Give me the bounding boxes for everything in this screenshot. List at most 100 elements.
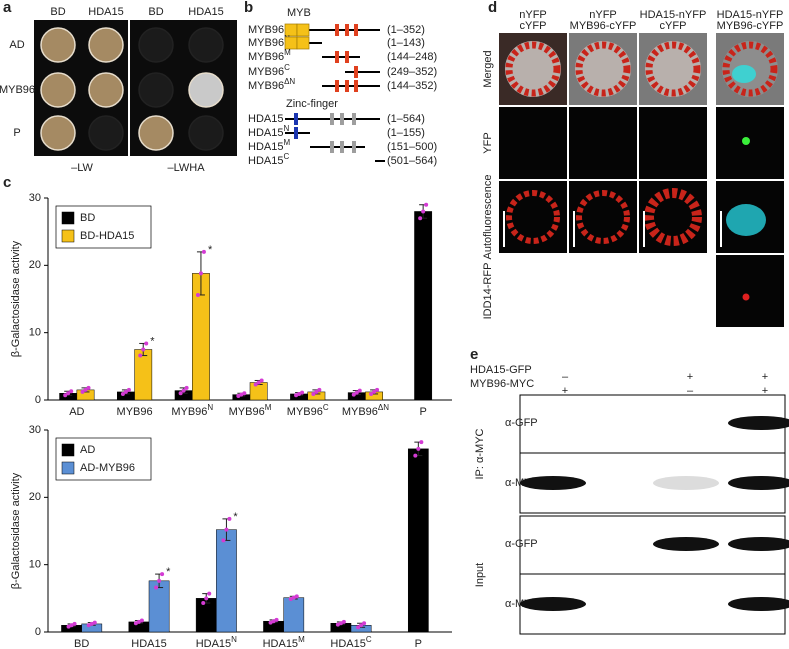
replicate-dot [144, 341, 149, 346]
column-label: MYB96-cYFP [717, 20, 784, 32]
replicate-dot [421, 209, 426, 214]
replicate-dot [268, 620, 273, 625]
domain-label: MYB [287, 7, 311, 19]
x-tick-label: MYB96C [287, 403, 329, 418]
construct-name-sup: C [284, 63, 290, 72]
condition-label: MYB96-MYC [470, 378, 534, 390]
section-label: Input [474, 563, 486, 587]
replicate-dot [311, 391, 316, 396]
x-tick-label: MYB96M [229, 403, 272, 418]
construct-name-sup: M [284, 48, 291, 57]
row-label: IDD14-RFP [482, 263, 494, 320]
x-tick-label-base: MYB96 [287, 406, 323, 418]
replicate-dot [198, 271, 203, 276]
replicate-dot [338, 621, 343, 626]
legend-label: AD [80, 444, 95, 456]
legend-swatch [61, 443, 75, 457]
row-label: MYB96 [0, 84, 35, 96]
column-label: BD [148, 6, 163, 18]
replicate-dot [160, 572, 165, 577]
panel-label: e [470, 346, 478, 363]
construct-range: (1–155) [387, 127, 425, 139]
construct-name: MYB96C [248, 63, 290, 78]
domain-mark [354, 24, 358, 36]
y-axis-label: β-Galactosidase activity [10, 472, 22, 589]
blot-frame [519, 394, 786, 514]
replicate-dot [300, 390, 305, 395]
x-tick-label-base: MYB96 [342, 406, 378, 418]
replicate-dot [63, 393, 68, 398]
construct-range: (249–352) [387, 66, 437, 78]
construct-name: HDA15N [248, 124, 289, 139]
significance-mark: * [208, 244, 213, 256]
rfp-signal [742, 293, 750, 301]
legend-label: AD-MYB96 [80, 462, 135, 474]
bar [134, 349, 153, 401]
blot-band [520, 597, 586, 611]
x-tick-label-base: HDA15 [131, 638, 166, 649]
replicate-dot [372, 389, 377, 394]
domain-mark [345, 80, 349, 92]
blot-band [728, 537, 789, 551]
cell [505, 41, 561, 97]
condition-sign: + [762, 371, 768, 383]
construct-name-base: MYB96 [248, 80, 284, 92]
y-tick-label: 20 [29, 491, 41, 503]
domain-mark [335, 24, 339, 36]
condition-sign: + [687, 371, 693, 383]
domain-mark [330, 141, 334, 153]
construct-range: (1–564) [387, 113, 425, 125]
condition-label: HDA15-GFP [470, 364, 532, 376]
x-tick-label-sup: M [265, 403, 272, 412]
x-tick-label: AD [69, 406, 84, 418]
yeast-spot [188, 27, 224, 63]
replicate-dot [138, 353, 143, 358]
blot-label: α-GFP [505, 538, 538, 550]
cell [575, 41, 631, 97]
replicate-dot [72, 621, 77, 626]
blot-band [728, 416, 789, 430]
replicate-dot [181, 388, 186, 393]
x-tick-label-sup: ΔN [378, 403, 389, 412]
construct-range: (151–500) [387, 141, 437, 153]
panel-label: d [488, 0, 497, 16]
blot-band [520, 476, 586, 490]
replicate-dot [184, 385, 189, 390]
domain-mark [294, 127, 298, 139]
domain-mark [294, 113, 298, 125]
yeast-spot [88, 72, 124, 108]
blot-band [728, 597, 789, 611]
significance-mark: * [233, 511, 238, 523]
replicate-dot [357, 388, 362, 393]
replicate-dot [126, 387, 131, 392]
row-label: Merged [482, 50, 494, 87]
domain-mark [335, 80, 339, 92]
replicate-dot [418, 216, 423, 221]
x-tick-label-base: MYB96 [229, 406, 265, 418]
domain-mark [352, 113, 356, 125]
panel-label: c [3, 174, 11, 191]
replicate-dot [362, 621, 367, 626]
construct-name: MYB96ΔN [248, 77, 295, 92]
replicate-dot [351, 392, 356, 397]
replicate-dot [89, 621, 94, 626]
x-tick-label-base: MYB96 [171, 406, 207, 418]
x-tick-label-sup: N [207, 403, 213, 412]
replicate-dot [178, 391, 183, 396]
yeast-spot [138, 72, 174, 108]
x-tick-label-base: AD [69, 406, 84, 418]
domain-mark [345, 51, 349, 63]
replicate-dot [294, 594, 299, 599]
row-label: AD [9, 39, 24, 51]
yeast-spot [40, 115, 76, 151]
x-tick-label-sup: N [231, 635, 237, 644]
replicate-dot [291, 595, 296, 600]
x-tick-label: P [415, 638, 422, 649]
legend-label: BD [80, 212, 95, 224]
y-tick-label: 0 [35, 626, 41, 638]
x-tick-label-sup: M [298, 635, 305, 644]
significance-mark: * [150, 335, 155, 347]
panel-label: a [3, 0, 12, 16]
y-tick-label: 30 [29, 192, 41, 204]
construct-name: HDA15 [248, 113, 283, 125]
